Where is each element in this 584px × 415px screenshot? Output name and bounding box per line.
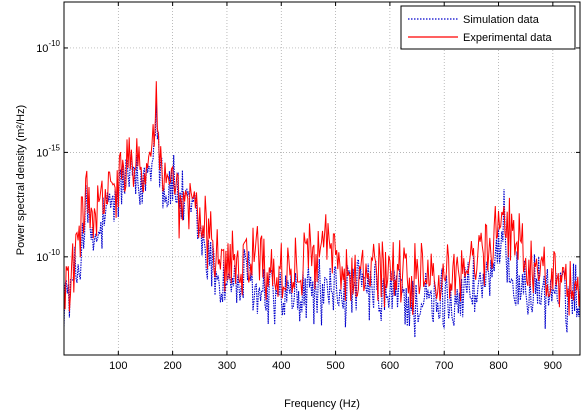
x-tick-label: 300 [218, 360, 236, 372]
legend-label-simulation: Simulation data [463, 14, 540, 26]
legend-box [400, 5, 576, 50]
x-tick-label: 100 [109, 360, 127, 372]
y-axis-label: Power spectral density (m²/Hz) [15, 105, 27, 255]
legend-label-experimental: Experimental data [463, 32, 553, 44]
series-layer [64, 81, 580, 338]
x-tick-label: 600 [381, 360, 399, 372]
plot-frame [63, 1, 581, 356]
series-line-experimental [64, 81, 580, 316]
x-tick-label: 400 [272, 360, 290, 372]
legend: Simulation data Experimental data [400, 5, 576, 50]
x-tick-label: 500 [326, 360, 344, 372]
x-tick-label: 200 [163, 360, 181, 372]
ticks: 100 200 300 400 500 600 700 800 90010-1010-1510-… [36, 2, 580, 372]
x-tick-label: 800 [489, 360, 507, 372]
x-axis-label: Frequency (Hz) [284, 398, 360, 410]
x-tick-label: 900 [544, 360, 562, 372]
x-tick-label: 700 [435, 360, 453, 372]
series-line-simulation [64, 99, 580, 338]
